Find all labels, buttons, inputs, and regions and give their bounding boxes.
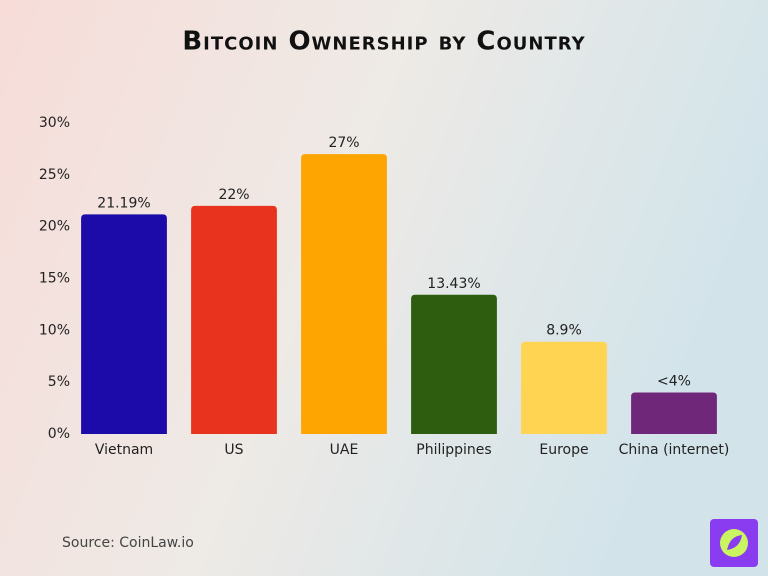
y-tick-label: 0% <box>48 426 70 442</box>
x-tick-label: Philippines <box>416 442 491 458</box>
y-tick-label: 30% <box>39 115 70 131</box>
value-label: 8.9% <box>546 323 582 339</box>
bar <box>631 392 717 434</box>
value-label: <4% <box>657 374 691 390</box>
value-label: 27% <box>328 135 359 151</box>
chart-title: Bitcoin Ownership by Country <box>182 27 585 57</box>
bar <box>191 205 277 434</box>
x-tick-label: Europe <box>539 442 588 458</box>
y-tick-label: 20% <box>39 219 70 235</box>
x-tick-label: UAE <box>330 442 359 458</box>
x-tick-label: Vietnam <box>95 442 153 458</box>
source: Source: CoinLaw.io <box>62 535 194 551</box>
y-tick-label: 15% <box>39 271 70 287</box>
y-tick-label: 5% <box>48 374 70 390</box>
y-tick-label: 10% <box>39 322 70 338</box>
y-tick-label: 25% <box>39 167 70 183</box>
value-label: 13.43% <box>427 276 480 292</box>
x-tick-label: US <box>224 442 243 458</box>
bar <box>301 154 387 434</box>
logo <box>710 519 758 567</box>
value-label: 21.19% <box>97 195 150 211</box>
bar <box>521 341 607 434</box>
value-label: 22% <box>218 187 249 203</box>
bar <box>411 294 497 434</box>
bar <box>81 214 167 434</box>
x-tick-label: China (internet) <box>619 442 730 458</box>
